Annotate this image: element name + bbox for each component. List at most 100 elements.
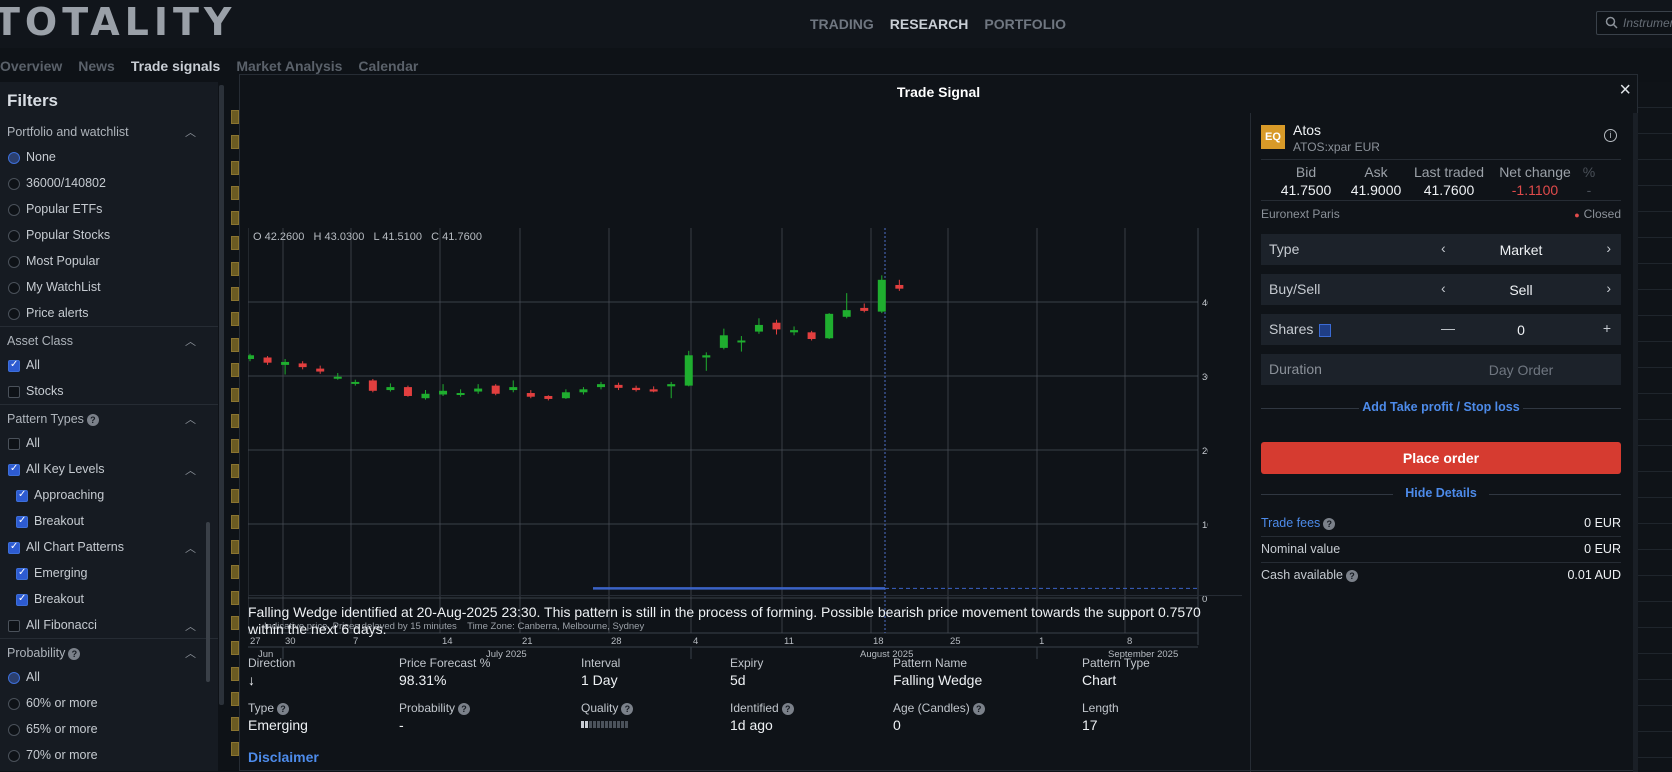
nav-portfolio[interactable]: PORTFOLIO <box>984 16 1067 32</box>
calculator-icon[interactable] <box>1319 323 1332 337</box>
filter-fibonacci[interactable]: All Fibonacci ︿ <box>0 612 218 638</box>
filter-prob-60[interactable]: 60% or more <box>0 690 218 716</box>
quote-ask[interactable]: Ask 41.9000 <box>1346 164 1406 198</box>
list-row-badge <box>231 489 239 504</box>
checkbox[interactable] <box>16 489 28 502</box>
radio[interactable] <box>8 152 20 164</box>
checkbox[interactable] <box>8 620 20 632</box>
help-icon[interactable]: ? <box>972 702 985 715</box>
radio[interactable] <box>8 282 20 294</box>
filter-option-price-alerts[interactable]: Price alerts <box>0 300 218 326</box>
checkbox[interactable] <box>8 386 20 398</box>
chevron-left-icon[interactable]: ‹ <box>1441 280 1446 296</box>
checkbox[interactable] <box>16 567 28 580</box>
filter-option-most-popular[interactable]: Most Popular <box>0 248 218 274</box>
modal-scrollbar[interactable] <box>1633 113 1638 772</box>
filter-option-popular-etfs[interactable]: Popular ETFs <box>0 196 218 222</box>
chevron-up-icon[interactable]: ︿ <box>185 543 196 555</box>
help-icon[interactable]: ? <box>1346 569 1358 582</box>
help-icon[interactable]: ? <box>277 702 290 715</box>
shares-input[interactable]: 0 <box>1517 322 1525 338</box>
close-icon[interactable]: × <box>1619 79 1631 101</box>
checkbox[interactable] <box>8 359 20 372</box>
trade-fees-link[interactable]: Trade fees? <box>1261 516 1336 530</box>
section-asset-class[interactable]: Asset Class ︿ <box>0 326 218 352</box>
checkbox[interactable] <box>8 541 20 554</box>
help-icon[interactable]: ? <box>458 702 471 715</box>
filter-option-account[interactable]: 36000/140802 <box>0 170 218 196</box>
nav-trading[interactable]: TRADING <box>810 16 874 32</box>
radio[interactable] <box>8 724 20 736</box>
section-probability[interactable]: Probability? ︿ <box>0 638 218 664</box>
candlestick-chart-svg[interactable]: 40.0000 30.0000 20.0000 10.0000 0.0000 27 30 7 1… <box>248 155 1208 663</box>
subnav-overview[interactable]: Overview <box>0 58 63 74</box>
info-icon[interactable]: i <box>1604 129 1617 142</box>
chevron-up-icon[interactable]: ︿ <box>185 336 196 348</box>
subnav-calendar[interactable]: Calendar <box>358 58 419 74</box>
subnav-market-analysis[interactable]: Market Analysis <box>236 58 343 74</box>
nav-research[interactable]: RESEARCH <box>889 16 969 32</box>
filter-asset-stocks[interactable]: Stocks <box>0 378 218 404</box>
option-label: All Chart Patterns <box>26 540 124 554</box>
instrument-name[interactable]: Atos <box>1293 122 1322 138</box>
filter-option-my-watchlist[interactable]: My WatchList <box>0 274 218 300</box>
help-icon[interactable]: ? <box>621 702 634 715</box>
hide-details-link[interactable]: Hide Details <box>1261 486 1621 500</box>
help-icon[interactable]: ? <box>781 702 794 715</box>
radio[interactable] <box>8 230 20 242</box>
filter-breakout[interactable]: Breakout <box>0 508 218 534</box>
radio[interactable] <box>8 308 20 320</box>
filter-asset-all[interactable]: All <box>0 352 218 378</box>
subnav-news[interactable]: News <box>78 58 115 74</box>
radio[interactable] <box>8 256 20 268</box>
help-icon[interactable]: ? <box>86 413 99 426</box>
minus-button[interactable]: — <box>1441 320 1455 336</box>
chevron-left-icon[interactable]: ‹ <box>1441 240 1446 256</box>
disclaimer-link[interactable]: Disclaimer <box>248 749 319 765</box>
filter-option-none[interactable]: None <box>0 144 218 170</box>
radio[interactable] <box>8 750 20 762</box>
section-pattern-types[interactable]: Pattern Types? ︿ <box>0 404 218 430</box>
instrument-search-input[interactable]: Instrument <box>1596 11 1672 35</box>
chevron-up-icon[interactable]: ︿ <box>185 127 196 139</box>
help-icon[interactable]: ? <box>68 647 81 660</box>
quality-bar <box>589 721 592 728</box>
checkbox[interactable] <box>16 593 28 606</box>
filter-prob-all[interactable]: All <box>0 664 218 690</box>
duration-row[interactable]: Duration Day Order <box>1261 354 1621 385</box>
quote-bid[interactable]: Bid 41.7500 <box>1276 164 1336 198</box>
filter-prob-70[interactable]: 70% or more <box>0 742 218 768</box>
checkbox[interactable] <box>8 438 20 450</box>
chevron-right-icon[interactable]: › <box>1606 240 1611 256</box>
chevron-up-icon[interactable]: ︿ <box>185 648 196 660</box>
chevron-up-icon[interactable]: ︿ <box>185 465 196 477</box>
filter-pattern-all[interactable]: All <box>0 430 218 456</box>
radio[interactable] <box>8 672 20 684</box>
filter-approaching[interactable]: Approaching <box>0 482 218 508</box>
filter-emerging[interactable]: Emerging <box>0 560 218 586</box>
sidebar-scrollbar[interactable] <box>206 522 210 682</box>
app-logo[interactable]: TOTALITY <box>0 0 237 44</box>
checkbox[interactable] <box>8 463 20 476</box>
take-profit-stop-loss-link[interactable]: Add Take profit / Stop loss <box>1261 400 1621 414</box>
filter-chart-patterns[interactable]: All Chart Patterns ︿ <box>0 534 218 560</box>
radio[interactable] <box>8 204 20 216</box>
filter-breakout-chart[interactable]: Breakout <box>0 586 218 612</box>
help-icon[interactable]: ? <box>1323 517 1336 530</box>
list-scrollbar[interactable] <box>219 85 224 705</box>
signal-list-strip <box>231 110 239 771</box>
place-order-button[interactable]: Place order <box>1261 442 1621 474</box>
chevron-up-icon[interactable]: ︿ <box>185 414 196 426</box>
subnav-trade-signals[interactable]: Trade signals <box>130 58 221 74</box>
checkbox[interactable] <box>16 515 28 528</box>
radio[interactable] <box>8 178 20 190</box>
chevron-up-icon[interactable]: ︿ <box>185 621 196 633</box>
radio[interactable] <box>8 698 20 710</box>
filter-option-popular-stocks[interactable]: Popular Stocks <box>0 222 218 248</box>
chevron-right-icon[interactable]: › <box>1606 280 1611 296</box>
plus-button[interactable]: + <box>1602 320 1611 336</box>
filter-key-levels[interactable]: All Key Levels ︿ <box>0 456 218 482</box>
filter-prob-65[interactable]: 65% or more <box>0 716 218 742</box>
price-chart[interactable]: 40.0000 30.0000 20.0000 10.0000 0.0000 27 30 7 1… <box>248 155 1208 663</box>
section-portfolio-watchlist[interactable]: Portfolio and watchlist ︿ <box>0 118 218 144</box>
